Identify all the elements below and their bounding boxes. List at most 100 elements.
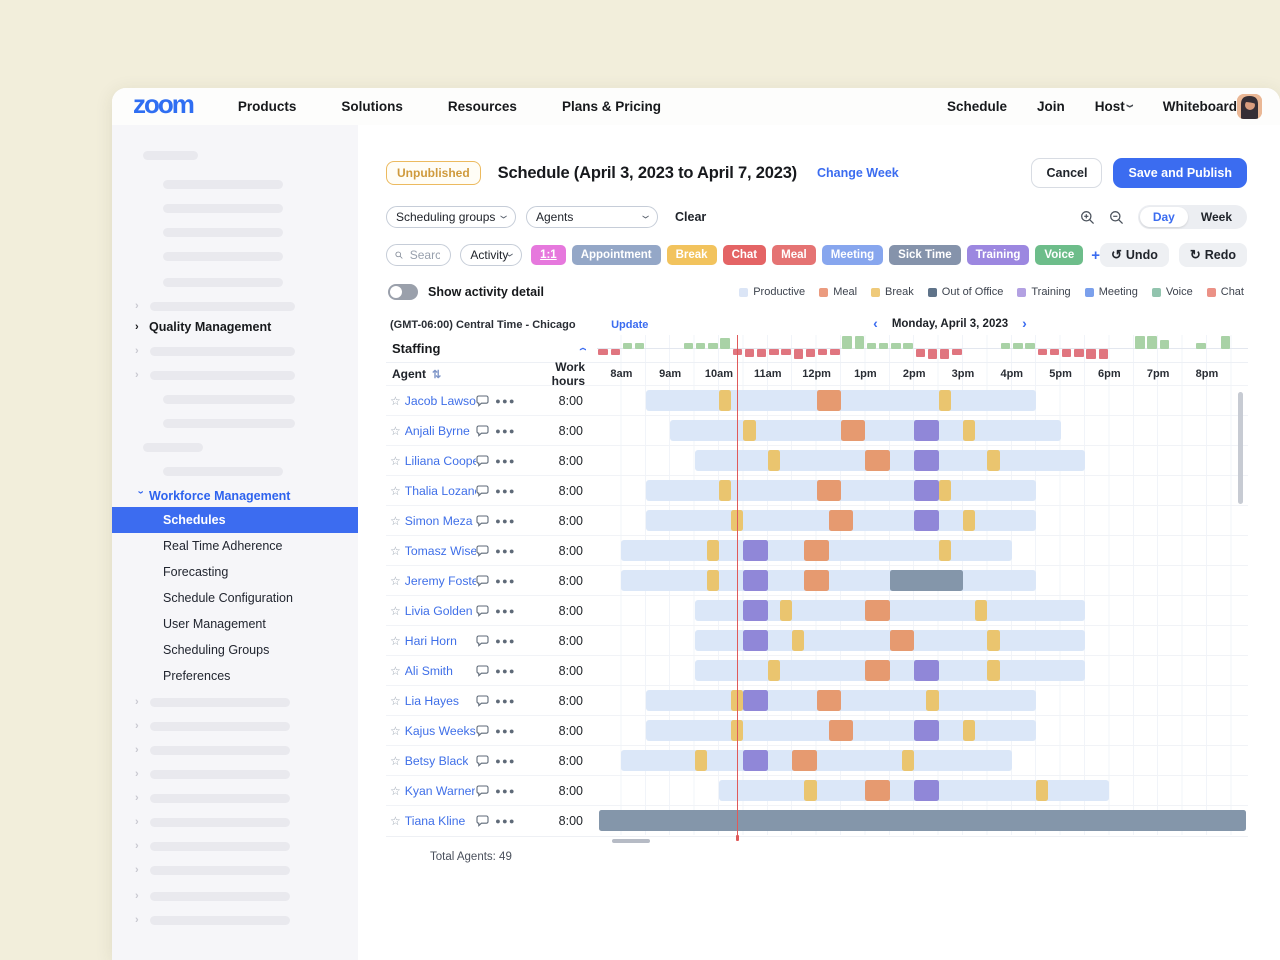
- vertical-scrollbar[interactable]: [1238, 392, 1243, 504]
- break-block[interactable]: [938, 540, 951, 561]
- break-block[interactable]: [987, 660, 1000, 681]
- sidebar-item-schedules[interactable]: Schedules: [112, 507, 358, 533]
- add-activity-button[interactable]: +: [1091, 246, 1100, 264]
- break-block[interactable]: [938, 390, 951, 411]
- meal-block[interactable]: [816, 480, 841, 501]
- break-block[interactable]: [719, 480, 732, 501]
- chat-icon[interactable]: [476, 754, 489, 767]
- training-block[interactable]: [743, 600, 768, 621]
- break-block[interactable]: [767, 450, 780, 471]
- activity-chip-meal[interactable]: Meal: [772, 245, 816, 265]
- more-options-icon[interactable]: ●●●: [495, 455, 516, 466]
- more-options-icon[interactable]: ●●●: [495, 605, 516, 616]
- nav-item-solutions[interactable]: Solutions: [341, 99, 403, 114]
- chat-icon[interactable]: [476, 634, 489, 647]
- ooo-block[interactable]: [889, 570, 963, 591]
- more-options-icon[interactable]: ●●●: [495, 425, 516, 436]
- training-block[interactable]: [743, 570, 768, 591]
- productive-shift-bar[interactable]: [621, 750, 1012, 771]
- meal-block[interactable]: [865, 780, 890, 801]
- break-block[interactable]: [767, 660, 780, 681]
- chat-icon[interactable]: [476, 394, 489, 407]
- agent-name-link[interactable]: Betsy Black: [404, 753, 469, 768]
- training-block[interactable]: [914, 780, 939, 801]
- productive-shift-bar[interactable]: [670, 420, 1061, 441]
- chat-icon[interactable]: [476, 664, 489, 677]
- break-block[interactable]: [902, 750, 915, 771]
- break-block[interactable]: [963, 720, 976, 741]
- more-options-icon[interactable]: ●●●: [495, 395, 516, 406]
- sort-icon[interactable]: ⇅: [432, 368, 442, 381]
- training-block[interactable]: [743, 690, 768, 711]
- favorite-star-icon[interactable]: ☆: [390, 573, 401, 588]
- favorite-star-icon[interactable]: ☆: [390, 783, 401, 798]
- agent-name-link[interactable]: Kajus Weeks: [404, 723, 476, 738]
- sidebar-item-forecasting[interactable]: Forecasting: [163, 565, 229, 579]
- meal-block[interactable]: [865, 450, 890, 471]
- change-week-link[interactable]: Change Week: [816, 166, 899, 180]
- chat-icon[interactable]: [476, 694, 489, 707]
- sidebar-item-user-management[interactable]: User Management: [163, 617, 266, 631]
- break-block[interactable]: [938, 480, 951, 501]
- training-block[interactable]: [914, 420, 939, 441]
- show-activity-detail-toggle[interactable]: [388, 284, 418, 300]
- favorite-star-icon[interactable]: ☆: [390, 393, 401, 408]
- more-options-icon[interactable]: ●●●: [495, 815, 516, 826]
- meal-block[interactable]: [804, 570, 829, 591]
- activity-chip-appointment[interactable]: Appointment: [571, 245, 661, 265]
- chat-icon[interactable]: [476, 454, 489, 467]
- break-block[interactable]: [804, 780, 817, 801]
- sidebar-item-workforce-management[interactable]: › Workforce Management: [134, 489, 291, 503]
- agent-name-link[interactable]: Liliana Cooper: [404, 453, 477, 468]
- meal-block[interactable]: [792, 750, 817, 771]
- productive-shift-bar[interactable]: [645, 690, 1037, 711]
- nav-item-schedule[interactable]: Schedule: [946, 99, 1007, 114]
- scrollbar-thumb[interactable]: [612, 839, 650, 843]
- next-day-icon[interactable]: ›: [1022, 315, 1027, 331]
- training-block[interactable]: [914, 660, 939, 681]
- nav-item-plans-pricing[interactable]: Plans & Pricing: [561, 99, 661, 114]
- chat-icon[interactable]: [476, 814, 489, 827]
- sidebar-item-quality-management[interactable]: › Quality Management: [135, 320, 272, 334]
- agent-name-link[interactable]: Hari Horn: [404, 633, 457, 648]
- favorite-star-icon[interactable]: ☆: [390, 633, 401, 648]
- break-block[interactable]: [987, 630, 1000, 651]
- favorite-star-icon[interactable]: ☆: [390, 603, 401, 618]
- break-block[interactable]: [706, 570, 719, 591]
- nav-item-host[interactable]: Host›: [1094, 99, 1141, 114]
- agent-name-link[interactable]: Lia Hayes: [404, 693, 459, 708]
- agent-name-link[interactable]: Thalia Lozano: [404, 483, 477, 498]
- cancel-button[interactable]: Cancel: [1031, 158, 1103, 188]
- activity-chip-break[interactable]: Break: [666, 245, 717, 265]
- agent-name-link[interactable]: Tomasz Wise: [404, 543, 477, 558]
- nav-item-join[interactable]: Join: [1036, 99, 1065, 114]
- agent-name-link[interactable]: Anjali Byrne: [404, 423, 470, 438]
- more-options-icon[interactable]: ●●●: [495, 785, 516, 796]
- user-avatar[interactable]: [1237, 94, 1262, 119]
- productive-shift-bar[interactable]: [694, 600, 1085, 621]
- agent-name-link[interactable]: Livia Golden: [404, 603, 473, 618]
- productive-shift-bar[interactable]: [645, 480, 1037, 501]
- clear-filters-button[interactable]: Clear: [675, 210, 707, 224]
- meal-block[interactable]: [865, 600, 890, 621]
- break-block[interactable]: [987, 450, 1000, 471]
- training-block[interactable]: [914, 510, 939, 531]
- break-block[interactable]: [743, 420, 756, 441]
- agents-select[interactable]: Agents ›: [526, 206, 658, 228]
- collapse-staffing-icon[interactable]: ›: [574, 346, 592, 351]
- activity-chip-chat[interactable]: Chat: [722, 245, 767, 265]
- zoom-out-icon[interactable]: [1109, 210, 1124, 225]
- save-and-publish-button[interactable]: Save and Publish: [1113, 158, 1247, 188]
- chat-icon[interactable]: [476, 604, 489, 617]
- ooo-block[interactable]: [598, 810, 1247, 831]
- sidebar-item-schedule-configuration[interactable]: Schedule Configuration: [163, 591, 293, 605]
- chat-icon[interactable]: [476, 544, 489, 557]
- chat-icon[interactable]: [476, 514, 489, 527]
- favorite-star-icon[interactable]: ☆: [390, 693, 401, 708]
- break-block[interactable]: [792, 630, 805, 651]
- agent-name-link[interactable]: Simon Meza: [404, 513, 473, 528]
- favorite-star-icon[interactable]: ☆: [390, 453, 401, 468]
- more-options-icon[interactable]: ●●●: [495, 485, 516, 496]
- activity-chip-1-1[interactable]: 1:1: [531, 245, 566, 265]
- favorite-star-icon[interactable]: ☆: [390, 723, 401, 738]
